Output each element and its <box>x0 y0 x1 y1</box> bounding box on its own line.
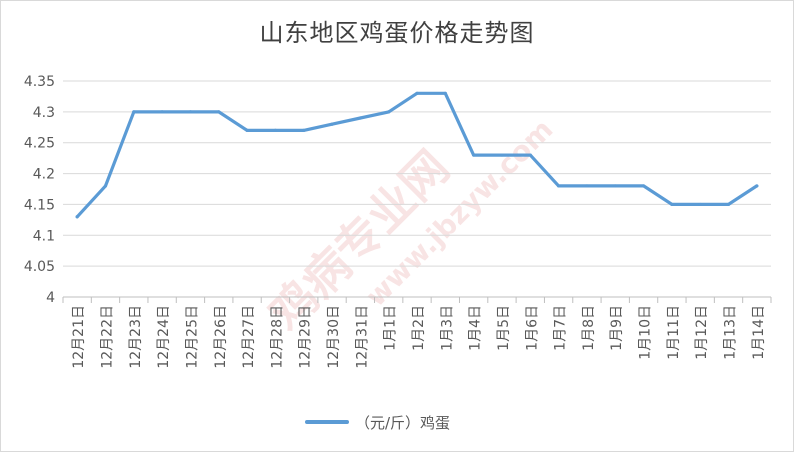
x-tick-label: 12月25日 <box>184 305 200 369</box>
data-point <box>415 91 419 95</box>
data-point <box>302 128 306 132</box>
data-point <box>670 202 674 207</box>
y-tick-label: 4.3 <box>33 105 55 121</box>
data-point <box>217 110 221 114</box>
x-tick-label: 1月5日 <box>496 305 512 351</box>
y-tick-label: 4.25 <box>24 136 55 152</box>
x-tick-label: 1月7日 <box>553 305 569 351</box>
data-point <box>557 184 561 188</box>
data-point <box>160 110 164 114</box>
data-point <box>755 184 759 188</box>
data-point <box>698 202 702 207</box>
x-tick-label: 1月4日 <box>468 305 484 351</box>
data-point <box>585 184 589 188</box>
x-tick-label: 1月1日 <box>383 305 399 351</box>
y-tick-label: 4.15 <box>24 197 55 213</box>
x-tick-label: 1月9日 <box>609 305 625 351</box>
legend-label: （元/斤）鸡蛋 <box>355 414 450 432</box>
chart-title: 山东地区鸡蛋价格走势图 <box>259 19 535 47</box>
data-point <box>500 153 504 157</box>
data-point <box>726 202 731 207</box>
x-tick-label: 12月29日 <box>298 305 314 369</box>
x-tick-label: 12月30日 <box>326 305 342 369</box>
x-tick-label: 12月26日 <box>213 305 229 369</box>
data-point <box>387 110 391 114</box>
x-tick-label: 12月27日 <box>241 305 257 369</box>
x-tick-label: 12月31日 <box>354 305 370 369</box>
data-point <box>75 215 79 219</box>
x-tick-label: 12月23日 <box>128 305 144 369</box>
data-point <box>641 184 646 188</box>
y-tick-label: 4 <box>46 290 55 306</box>
y-tick-label: 4.05 <box>24 259 55 275</box>
x-tick-label: 1月10日 <box>638 305 654 360</box>
data-point <box>443 91 447 95</box>
x-tick-label: 12月22日 <box>99 305 115 369</box>
legend: （元/斤）鸡蛋 <box>305 414 450 432</box>
data-point <box>330 122 334 126</box>
data-point <box>245 128 249 132</box>
data-point <box>358 116 362 120</box>
x-tick-label: 1月3日 <box>439 305 455 351</box>
y-tick-label: 4.2 <box>33 167 55 183</box>
data-point <box>273 128 277 132</box>
data-point <box>103 184 108 188</box>
x-tick-label: 12月21日 <box>71 305 87 369</box>
x-tick-label: 1月14日 <box>751 305 767 360</box>
data-point <box>132 110 136 114</box>
data-point <box>188 110 193 114</box>
x-tick-label: 12月24日 <box>156 305 172 369</box>
data-point <box>528 153 532 157</box>
x-tick-label: 1月12日 <box>694 305 710 360</box>
y-tick-label: 4.1 <box>33 228 55 244</box>
x-tick-label: 1月2日 <box>411 305 427 351</box>
y-tick-label: 4.35 <box>24 74 55 90</box>
data-point <box>613 184 617 188</box>
x-tick-label: 1月6日 <box>524 305 540 351</box>
data-point <box>472 153 476 157</box>
x-tick-label: 12月28日 <box>269 305 285 369</box>
x-tick-label: 1月11日 <box>666 305 682 360</box>
x-tick-label: 1月13日 <box>723 305 739 360</box>
x-tick-label: 1月8日 <box>581 305 597 351</box>
